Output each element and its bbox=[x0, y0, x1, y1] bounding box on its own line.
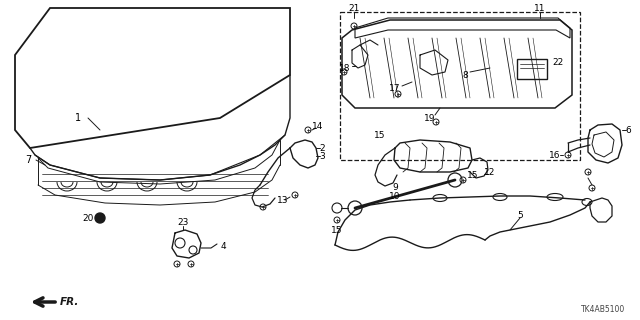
Text: 6: 6 bbox=[625, 125, 631, 134]
Text: 20: 20 bbox=[83, 213, 93, 222]
Text: 22: 22 bbox=[552, 58, 564, 67]
Text: 14: 14 bbox=[312, 122, 324, 131]
Text: 18: 18 bbox=[339, 63, 351, 73]
Text: 1: 1 bbox=[75, 113, 81, 123]
Text: 13: 13 bbox=[277, 196, 289, 204]
Text: 15: 15 bbox=[374, 131, 386, 140]
Text: 12: 12 bbox=[484, 167, 496, 177]
Text: 16: 16 bbox=[549, 150, 561, 159]
Text: 21: 21 bbox=[348, 4, 360, 12]
Text: 19: 19 bbox=[424, 114, 436, 123]
Text: 3: 3 bbox=[319, 151, 325, 161]
Text: 9: 9 bbox=[392, 182, 398, 191]
Text: 10: 10 bbox=[389, 191, 401, 201]
Text: 23: 23 bbox=[177, 218, 189, 227]
Text: 17: 17 bbox=[389, 84, 401, 92]
Text: TK4AB5100: TK4AB5100 bbox=[580, 305, 625, 314]
Text: 2: 2 bbox=[319, 143, 325, 153]
Text: 7: 7 bbox=[25, 155, 31, 165]
Text: 8: 8 bbox=[462, 70, 468, 79]
Text: FR.: FR. bbox=[60, 297, 79, 307]
Text: 15: 15 bbox=[467, 171, 479, 180]
Text: 5: 5 bbox=[517, 211, 523, 220]
Text: 15: 15 bbox=[332, 226, 343, 235]
Text: 4: 4 bbox=[220, 242, 226, 251]
Text: 11: 11 bbox=[534, 4, 546, 12]
Circle shape bbox=[95, 213, 105, 223]
